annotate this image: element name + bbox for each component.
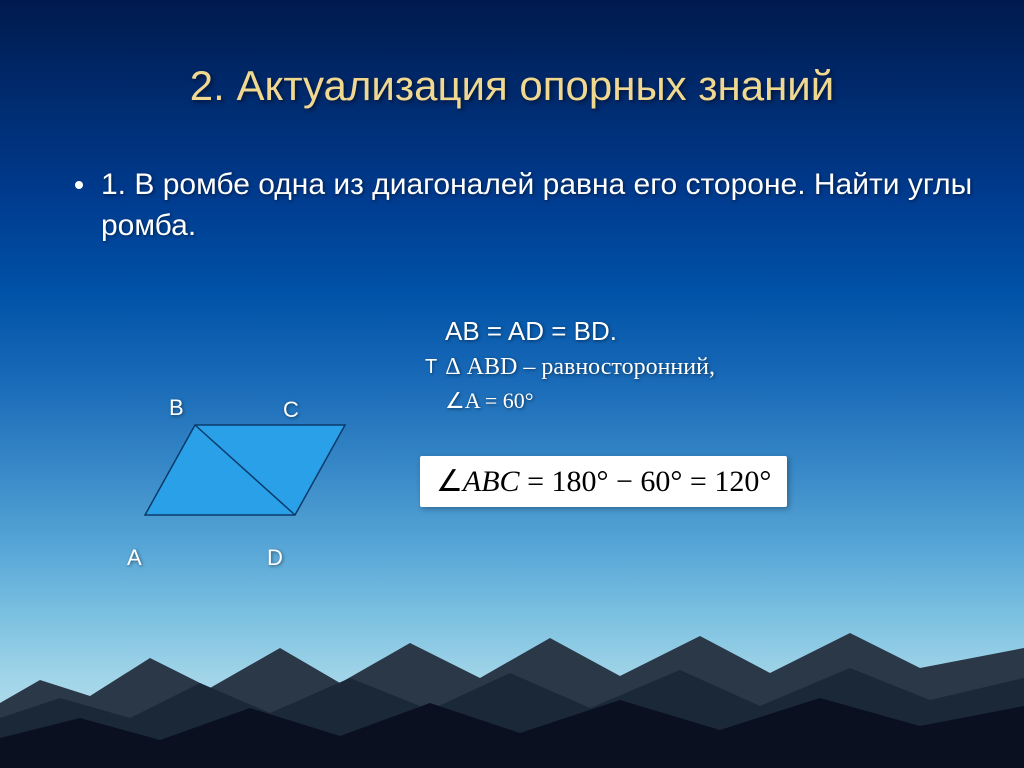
bullet-marker [75, 181, 83, 189]
vertex-label-b: B [169, 395, 184, 421]
slide-title: 2. Актуализация опорных знаний [0, 62, 1024, 110]
bullet-text: 1. В ромбе одна из диагоналей равна его … [101, 165, 984, 246]
vertex-label-a: A [127, 545, 142, 571]
equation-4: ∠ABC = 180° − 60° = 120° [436, 465, 771, 498]
vertex-label-d: D [267, 545, 283, 571]
eq4-var: ABC [463, 465, 520, 498]
slide: 2. Актуализация опорных знаний 1. В ромб… [0, 0, 1024, 768]
equation-4-box: ∠ABC = 180° − 60° = 120° [420, 456, 787, 507]
rhombus-svg [115, 390, 375, 590]
eq4-angle-symbol: ∠ [436, 465, 463, 498]
eq2-delta: Δ [445, 354, 460, 381]
equation-2: Т Δ ABD – равносторонний, [425, 354, 715, 381]
vertex-label-c: C [283, 397, 299, 423]
equation-1: AB = AD = BD. [445, 316, 617, 347]
equation-3: ∠A = 60° [445, 388, 534, 414]
eq2-prefix: Т [425, 356, 437, 379]
eq2-text: ABD – равносторонний, [467, 354, 715, 381]
rhombus-diagram: A B C D [115, 390, 375, 590]
eq4-rhs: = 180° − 60° = 120° [520, 465, 772, 498]
mountain-silhouette [0, 588, 1024, 768]
bullet-row: 1. В ромбе одна из диагоналей равна его … [75, 165, 984, 246]
